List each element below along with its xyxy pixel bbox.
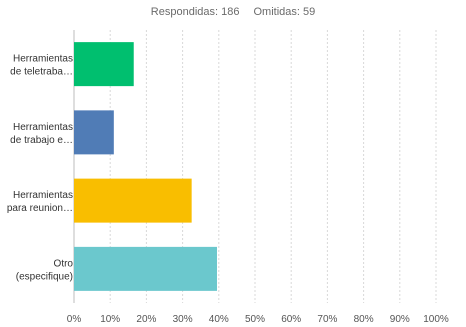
bar <box>74 110 114 155</box>
category-label: de trabajo e… <box>10 135 73 146</box>
x-tick-label: 100% <box>423 314 449 325</box>
x-tick-label: 50% <box>245 314 265 325</box>
category-label: Herramientas <box>13 122 73 133</box>
x-tick-label: 70% <box>317 314 337 325</box>
x-tick-label: 60% <box>281 314 301 325</box>
x-tick-label: 0% <box>67 314 82 325</box>
category-label: Otro <box>54 258 74 269</box>
category-label: para reunion… <box>7 203 73 214</box>
bar <box>74 246 217 291</box>
x-tick-label: 90% <box>390 314 410 325</box>
x-tick-label: 30% <box>173 314 193 325</box>
x-tick-label: 80% <box>354 314 374 325</box>
x-tick-label: 10% <box>100 314 120 325</box>
x-tick-label: 20% <box>136 314 156 325</box>
category-label: Herramientas <box>13 54 73 65</box>
x-tick-label: 40% <box>209 314 229 325</box>
response-stats: Respondidas: 186 Omitidas: 59 <box>0 6 466 18</box>
bar <box>74 42 134 87</box>
skipped-count: Omitidas: 59 <box>253 6 316 18</box>
category-label: (especifique) <box>16 271 73 282</box>
category-label: de teletraba… <box>10 67 73 78</box>
answered-count: Respondidas: 186 <box>150 6 240 18</box>
category-label: Herramientas <box>13 190 73 201</box>
bar <box>74 178 192 223</box>
